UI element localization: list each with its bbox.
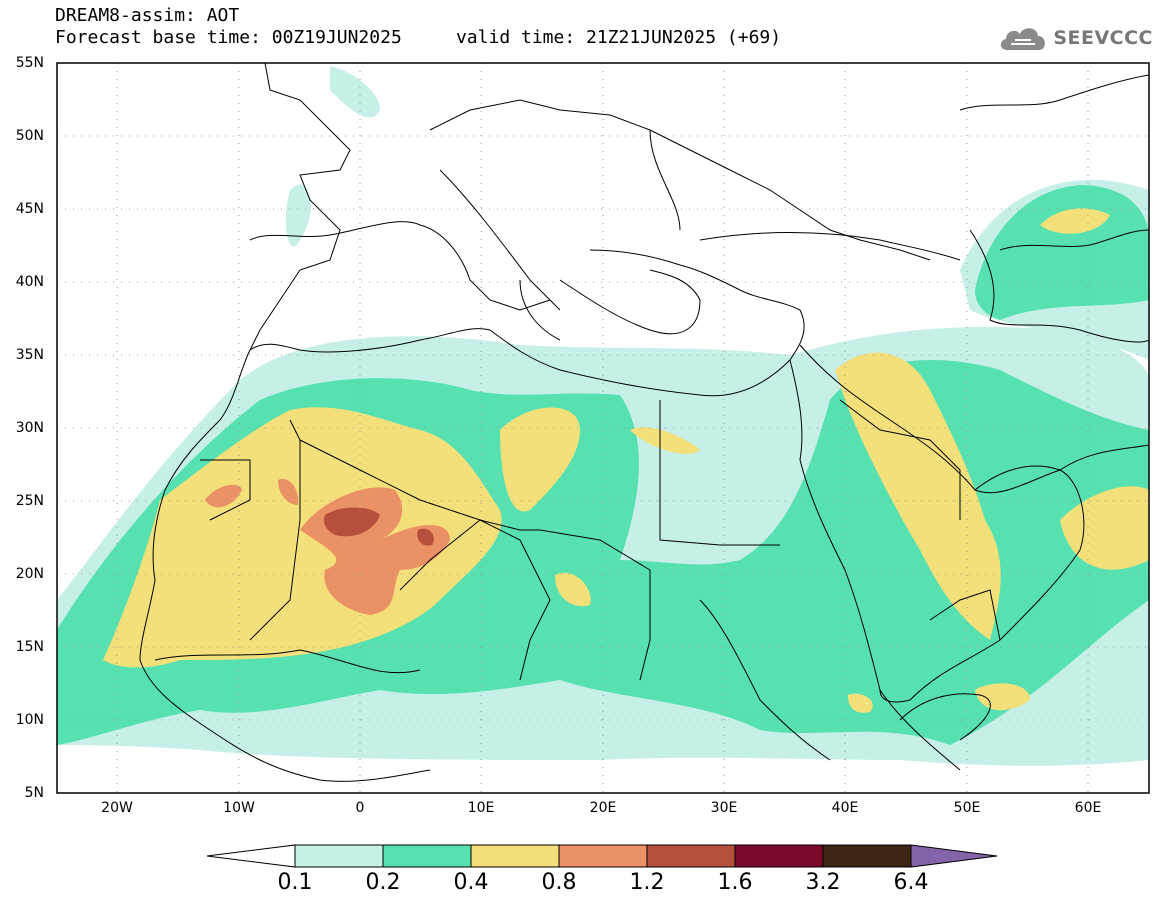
lon-label: 20W bbox=[101, 800, 133, 816]
lon-label: 60E bbox=[1074, 800, 1102, 816]
colorbar-label: 0.4 bbox=[453, 870, 489, 895]
aot-field bbox=[57, 66, 1149, 766]
colorbar-label: 3.2 bbox=[805, 870, 841, 895]
colorbar-cell bbox=[734, 844, 824, 868]
aot-band-0.4 bbox=[1040, 208, 1110, 234]
lon-label: 10E bbox=[467, 800, 495, 816]
coastlines bbox=[139, 63, 1149, 782]
colorbar-cell bbox=[382, 844, 472, 868]
lon-label: 0 bbox=[355, 800, 365, 816]
lon-label: 20E bbox=[589, 800, 617, 816]
colorbar-label: 0.8 bbox=[541, 870, 577, 895]
aot-band-0.8 bbox=[205, 484, 242, 508]
lat-label: 35N bbox=[15, 347, 44, 363]
lat-label: 50N bbox=[15, 128, 44, 144]
lat-label: 40N bbox=[15, 274, 44, 290]
colorbar-label: 1.6 bbox=[717, 870, 753, 895]
colorbar-cell bbox=[294, 844, 384, 868]
colorbar-cell bbox=[822, 844, 912, 868]
aot-band-0.4 bbox=[975, 683, 1030, 711]
aot-band-1.2 bbox=[323, 507, 380, 537]
colorbar-cell bbox=[470, 844, 560, 868]
colorbar bbox=[206, 844, 998, 868]
aot-band-0.4 bbox=[103, 407, 502, 668]
lat-label: 55N bbox=[15, 55, 44, 71]
aot-band-0.4 bbox=[630, 427, 700, 454]
base-time: Forecast base time: 00Z19JUN2025 bbox=[55, 27, 402, 48]
colorbar-low-arrow bbox=[206, 844, 296, 868]
aot-band-0.8 bbox=[278, 479, 299, 505]
map-frame bbox=[56, 62, 1150, 794]
aot-band-0.1 bbox=[330, 66, 380, 118]
colorbar-high-arrow bbox=[910, 844, 998, 868]
aot-band-0.4 bbox=[555, 572, 591, 607]
aot-band-0.4 bbox=[835, 352, 1001, 640]
aot-band-0.4 bbox=[500, 407, 580, 512]
cloud-logo-icon bbox=[1001, 28, 1046, 50]
colorbar-label: 0.1 bbox=[277, 870, 313, 895]
brand-logo: SEEVCCC bbox=[997, 22, 1153, 54]
graticule bbox=[57, 63, 1149, 793]
lat-label: 25N bbox=[15, 493, 44, 509]
colorbar-label: 0.2 bbox=[365, 870, 401, 895]
lat-label: 20N bbox=[15, 566, 44, 582]
colorbar-cell bbox=[646, 844, 736, 868]
time-info: Forecast base time: 00Z19JUN2025 valid t… bbox=[55, 28, 781, 48]
aot-band-1.2 bbox=[417, 528, 434, 546]
brand-name: SEEVCCC bbox=[1053, 27, 1153, 49]
lat-label: 15N bbox=[15, 639, 44, 655]
aot-band-0.1 bbox=[285, 184, 311, 247]
lat-label: 30N bbox=[15, 420, 44, 436]
lat-label: 10N bbox=[15, 712, 44, 728]
lon-label: 40E bbox=[831, 800, 859, 816]
lon-label: 50E bbox=[953, 800, 981, 816]
colorbar-cell bbox=[558, 844, 648, 868]
lat-label: 45N bbox=[15, 201, 44, 217]
colorbar-label: 1.2 bbox=[629, 870, 665, 895]
lat-label: 5N bbox=[24, 785, 44, 801]
aot-band-0.2 bbox=[975, 185, 1149, 320]
aot-band-0.4 bbox=[848, 693, 873, 713]
lon-label: 10W bbox=[223, 800, 255, 816]
colorbar-label: 6.4 bbox=[893, 870, 929, 895]
map-title: DREAM8-assim: AOT bbox=[55, 5, 240, 26]
lon-label: 30E bbox=[710, 800, 738, 816]
valid-time: valid time: 21Z21JUN2025 (+69) bbox=[455, 27, 782, 48]
